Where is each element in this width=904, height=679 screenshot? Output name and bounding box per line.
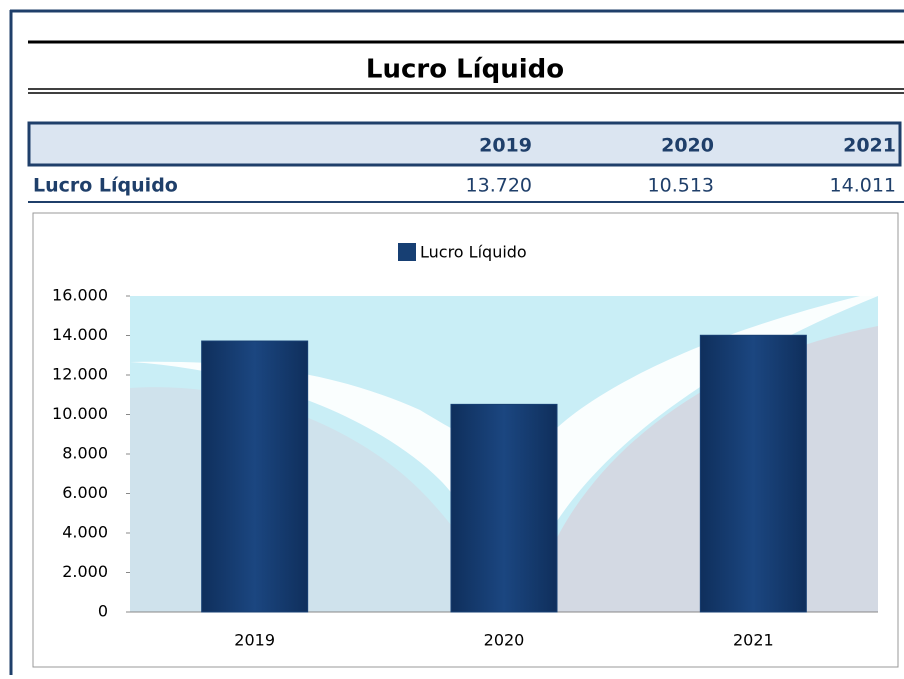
column-header: 2021 xyxy=(843,135,896,157)
page: Lucro Líquido 2019 2020 2021 Lucro Líquido 1… xyxy=(0,0,904,675)
y-tick-label: 14.000 xyxy=(52,325,108,344)
column-header: 2020 xyxy=(661,135,714,157)
legend-swatch xyxy=(398,243,416,261)
legend-label: Lucro Líquido xyxy=(420,243,527,262)
cell: 10.513 xyxy=(648,175,714,197)
y-tick-label: 4.000 xyxy=(62,523,108,542)
x-tick-label: 2021 xyxy=(733,631,774,650)
x-tick-label: 2020 xyxy=(484,631,525,650)
bar xyxy=(700,335,806,612)
y-tick-label: 12.000 xyxy=(52,365,108,384)
bar xyxy=(202,341,308,612)
cell: 13.720 xyxy=(466,175,532,197)
y-tick-label: 6.000 xyxy=(62,483,108,502)
cell: 14.011 xyxy=(830,175,896,197)
y-tick-label: 0 xyxy=(98,602,108,621)
y-tick-label: 10.000 xyxy=(52,404,108,423)
y-tick-label: 2.000 xyxy=(62,562,108,581)
x-tick-label: 2019 xyxy=(234,631,275,650)
column-header: 2019 xyxy=(479,135,532,157)
bar xyxy=(451,404,557,612)
page-title: Lucro Líquido xyxy=(366,55,564,85)
y-tick-label: 16.000 xyxy=(52,286,108,305)
y-tick-label: 8.000 xyxy=(62,444,108,463)
row-label: Lucro Líquido xyxy=(33,175,178,197)
table-header xyxy=(29,123,900,165)
